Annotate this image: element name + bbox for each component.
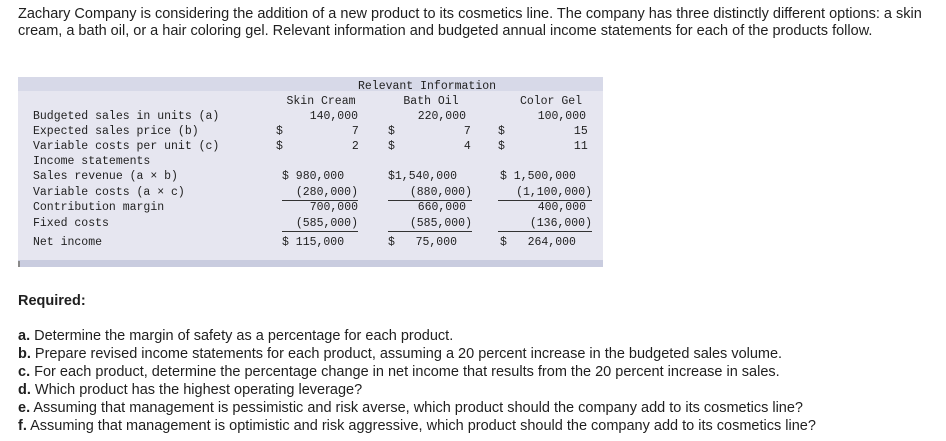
list-item: f. Assuming that management is optimisti… (18, 417, 816, 435)
required-list: a. Determine the margin of safety as a p… (18, 327, 816, 435)
cell-color-gel-units: 100,000 (537, 110, 586, 123)
table-title: Relevant Information (358, 80, 497, 93)
row-label-sales-revenue: Sales revenue (a × b) (33, 170, 178, 183)
item-letter: b. (18, 346, 31, 362)
cell-skin-cream-units: 140,000 (309, 110, 358, 123)
cell-bath-oil-price: $ 7 (388, 125, 471, 138)
table-header-band (18, 77, 603, 91)
item-text: For each product, determine the percenta… (34, 364, 780, 380)
cell-color-gel-var-costs: (1,100,000) (498, 186, 592, 201)
cell-color-gel-revenue: $ 1,500,000 (500, 170, 576, 183)
cell-color-gel-fixed: (136,000) (498, 217, 592, 232)
cell-bath-oil-revenue: $1,540,000 (388, 170, 458, 183)
cell-skin-cream-var-unit: $ 2 (276, 140, 359, 153)
row-label-income-statements: Income statements (33, 155, 151, 168)
item-text: Assuming that management is pessimistic … (33, 400, 803, 416)
cell-color-gel-net-income: $ 264,000 (500, 236, 576, 249)
list-item: c. For each product, determine the perce… (18, 363, 816, 381)
cell-bath-oil-units: 220,000 (417, 110, 466, 123)
item-text: Which product has the highest operating … (34, 382, 363, 398)
relevant-information-table: Relevant Information Skin Cream Bath Oil… (18, 77, 603, 267)
intro-paragraph: Zachary Company is considering the addit… (18, 6, 922, 39)
cell-color-gel-price: $ 15 (498, 125, 588, 138)
item-text: Assuming that management is optimistic a… (30, 418, 816, 434)
item-text: Prepare revised income statements for ea… (34, 346, 783, 362)
item-letter: a. (18, 328, 31, 344)
row-label-budgeted-sales: Budgeted sales in units (a) (33, 110, 220, 123)
row-label-variable-costs: Variable costs (a × c) (33, 186, 185, 199)
cell-bath-oil-var-unit: $ 4 (388, 140, 471, 153)
row-label-net-income: Net income (33, 236, 103, 249)
item-letter: e. (18, 400, 31, 416)
cell-bath-oil-net-income: $ 75,000 (388, 236, 458, 249)
item-letter: d. (18, 382, 31, 398)
list-item: a. Determine the margin of safety as a p… (18, 327, 816, 345)
cell-skin-cream-fixed: (585,000) (282, 217, 358, 232)
required-heading: Required: (18, 293, 86, 309)
list-item: d. Which product has the highest operati… (18, 381, 816, 399)
cell-skin-cream-var-costs: (280,000) (282, 186, 358, 201)
cell-skin-cream-contribution: 700,000 (309, 201, 358, 214)
table-corner-mark (18, 261, 20, 267)
column-header-color-gel: Color Gel (519, 95, 583, 108)
cell-skin-cream-price: $ 7 (276, 125, 359, 138)
row-label-contribution-margin: Contribution margin (33, 201, 165, 214)
list-item: b. Prepare revised income statements for… (18, 345, 816, 363)
cell-bath-oil-var-costs: (880,000) (388, 186, 472, 201)
item-text: Determine the margin of safety as a perc… (34, 328, 454, 344)
column-header-bath-oil: Bath Oil (403, 95, 459, 108)
cell-skin-cream-net-income: $ 115,000 (282, 236, 345, 249)
item-letter: f. (18, 418, 27, 434)
cell-color-gel-contribution: 400,000 (537, 201, 586, 214)
cell-bath-oil-contribution: 660,000 (417, 201, 466, 214)
cell-skin-cream-revenue: $ 980,000 (282, 170, 345, 183)
row-label-variable-cost-unit: Variable costs per unit (c) (33, 140, 220, 153)
list-item: e. Assuming that management is pessimist… (18, 399, 816, 417)
row-label-sales-price: Expected sales price (b) (33, 125, 199, 138)
item-letter: c. (18, 364, 31, 380)
cell-color-gel-var-unit: $ 11 (498, 140, 588, 153)
row-label-fixed-costs: Fixed costs (33, 217, 109, 230)
column-header-skin-cream: Skin Cream (286, 95, 356, 108)
table-footer-band (18, 260, 603, 267)
cell-bath-oil-fixed: (585,000) (388, 217, 472, 232)
